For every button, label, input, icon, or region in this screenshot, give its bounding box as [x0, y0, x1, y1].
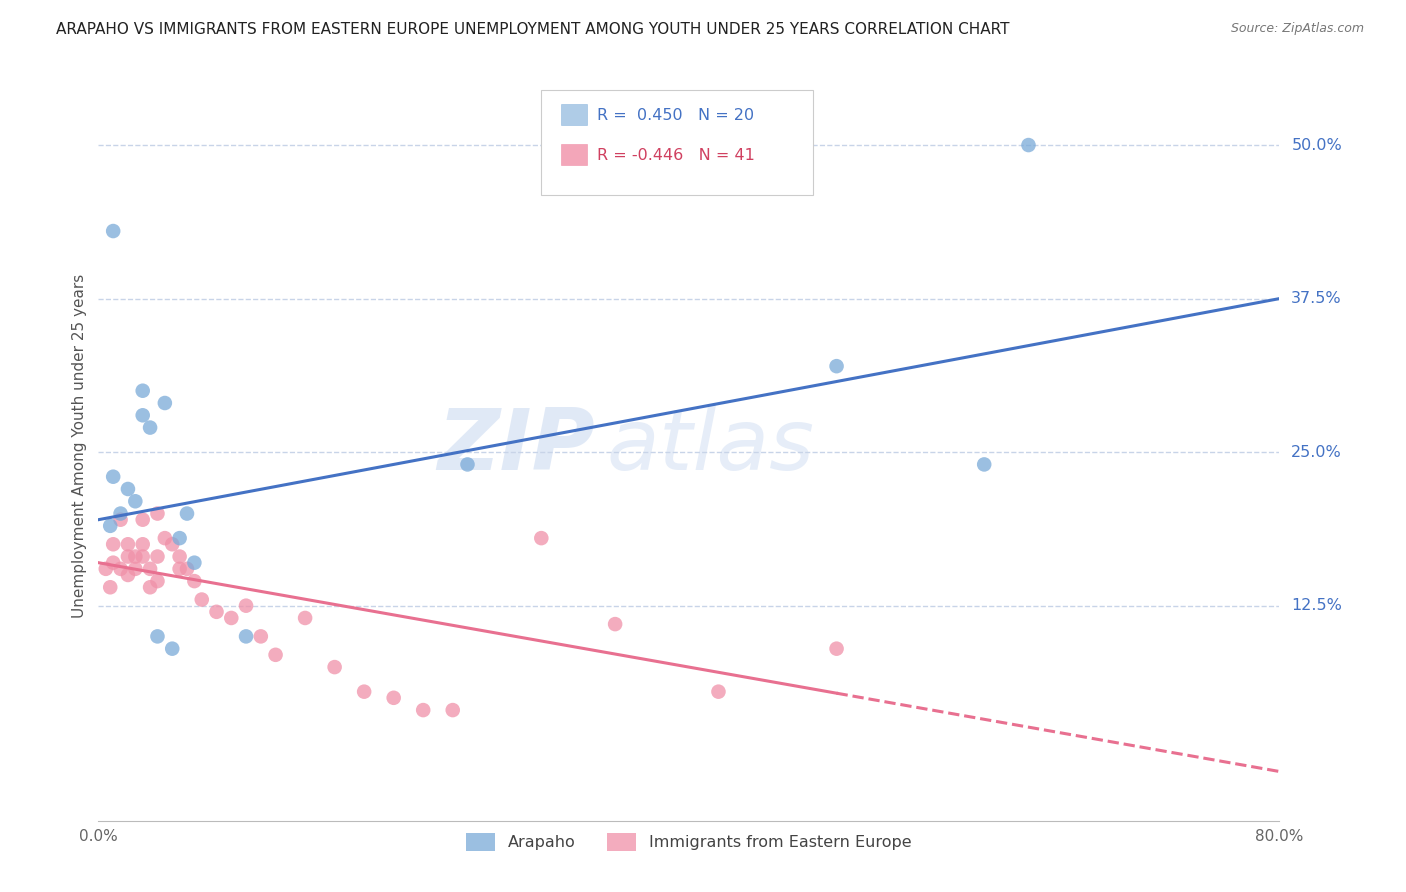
- Text: 12.5%: 12.5%: [1291, 599, 1343, 613]
- Point: [153, 531, 176, 545]
- Bar: [561, 103, 588, 125]
- Point: [183, 574, 205, 588]
- Point: [124, 549, 146, 564]
- Text: R = -0.446   N = 41: R = -0.446 N = 41: [596, 148, 755, 162]
- Legend: Arapaho, Immigrants from Eastern Europe: Arapaho, Immigrants from Eastern Europe: [460, 826, 918, 857]
- Point: [132, 384, 155, 398]
- Point: [264, 648, 287, 662]
- Point: [153, 396, 176, 410]
- Point: [117, 537, 139, 551]
- Point: [457, 458, 479, 472]
- Text: 25.0%: 25.0%: [1291, 444, 1341, 459]
- Point: [441, 703, 464, 717]
- Text: atlas: atlas: [606, 404, 814, 488]
- Point: [825, 359, 848, 373]
- Point: [146, 629, 169, 643]
- Point: [707, 684, 730, 698]
- Point: [117, 482, 139, 496]
- Bar: [561, 144, 588, 165]
- Point: [124, 494, 146, 508]
- Point: [98, 580, 121, 594]
- Text: ARAPAHO VS IMMIGRANTS FROM EASTERN EUROPE UNEMPLOYMENT AMONG YOUTH UNDER 25 YEAR: ARAPAHO VS IMMIGRANTS FROM EASTERN EUROP…: [56, 22, 1010, 37]
- Point: [294, 611, 316, 625]
- Point: [117, 568, 139, 582]
- Point: [103, 537, 125, 551]
- Point: [110, 562, 132, 576]
- Point: [169, 549, 191, 564]
- Point: [139, 420, 162, 434]
- Point: [103, 469, 125, 483]
- Text: Source: ZipAtlas.com: Source: ZipAtlas.com: [1230, 22, 1364, 36]
- Point: [176, 562, 198, 576]
- Point: [605, 617, 627, 632]
- Point: [205, 605, 228, 619]
- Point: [132, 409, 155, 423]
- Y-axis label: Unemployment Among Youth under 25 years: Unemployment Among Youth under 25 years: [72, 274, 87, 618]
- Point: [530, 531, 553, 545]
- Point: [139, 580, 162, 594]
- Point: [132, 549, 155, 564]
- Point: [176, 507, 198, 521]
- Point: [250, 629, 273, 643]
- Point: [98, 519, 121, 533]
- Text: R =  0.450   N = 20: R = 0.450 N = 20: [596, 108, 754, 123]
- Point: [146, 549, 169, 564]
- Text: ZIP: ZIP: [437, 404, 595, 488]
- Point: [103, 224, 125, 238]
- Point: [169, 531, 191, 545]
- Point: [146, 574, 169, 588]
- FancyBboxPatch shape: [541, 90, 813, 195]
- Point: [973, 458, 995, 472]
- Point: [146, 507, 169, 521]
- Point: [139, 562, 162, 576]
- Text: 37.5%: 37.5%: [1291, 291, 1341, 306]
- Point: [132, 513, 155, 527]
- Point: [183, 556, 205, 570]
- Point: [1018, 138, 1040, 153]
- Point: [235, 629, 257, 643]
- Point: [124, 562, 146, 576]
- Point: [323, 660, 346, 674]
- Point: [221, 611, 243, 625]
- Point: [162, 641, 183, 656]
- Point: [169, 562, 191, 576]
- Point: [132, 537, 155, 551]
- Point: [382, 690, 405, 705]
- Point: [191, 592, 214, 607]
- Point: [94, 562, 117, 576]
- Text: 50.0%: 50.0%: [1291, 137, 1341, 153]
- Point: [162, 537, 183, 551]
- Point: [110, 513, 132, 527]
- Point: [103, 556, 125, 570]
- Point: [412, 703, 434, 717]
- Point: [235, 599, 257, 613]
- Point: [353, 684, 375, 698]
- Point: [117, 549, 139, 564]
- Point: [110, 507, 132, 521]
- Point: [825, 641, 848, 656]
